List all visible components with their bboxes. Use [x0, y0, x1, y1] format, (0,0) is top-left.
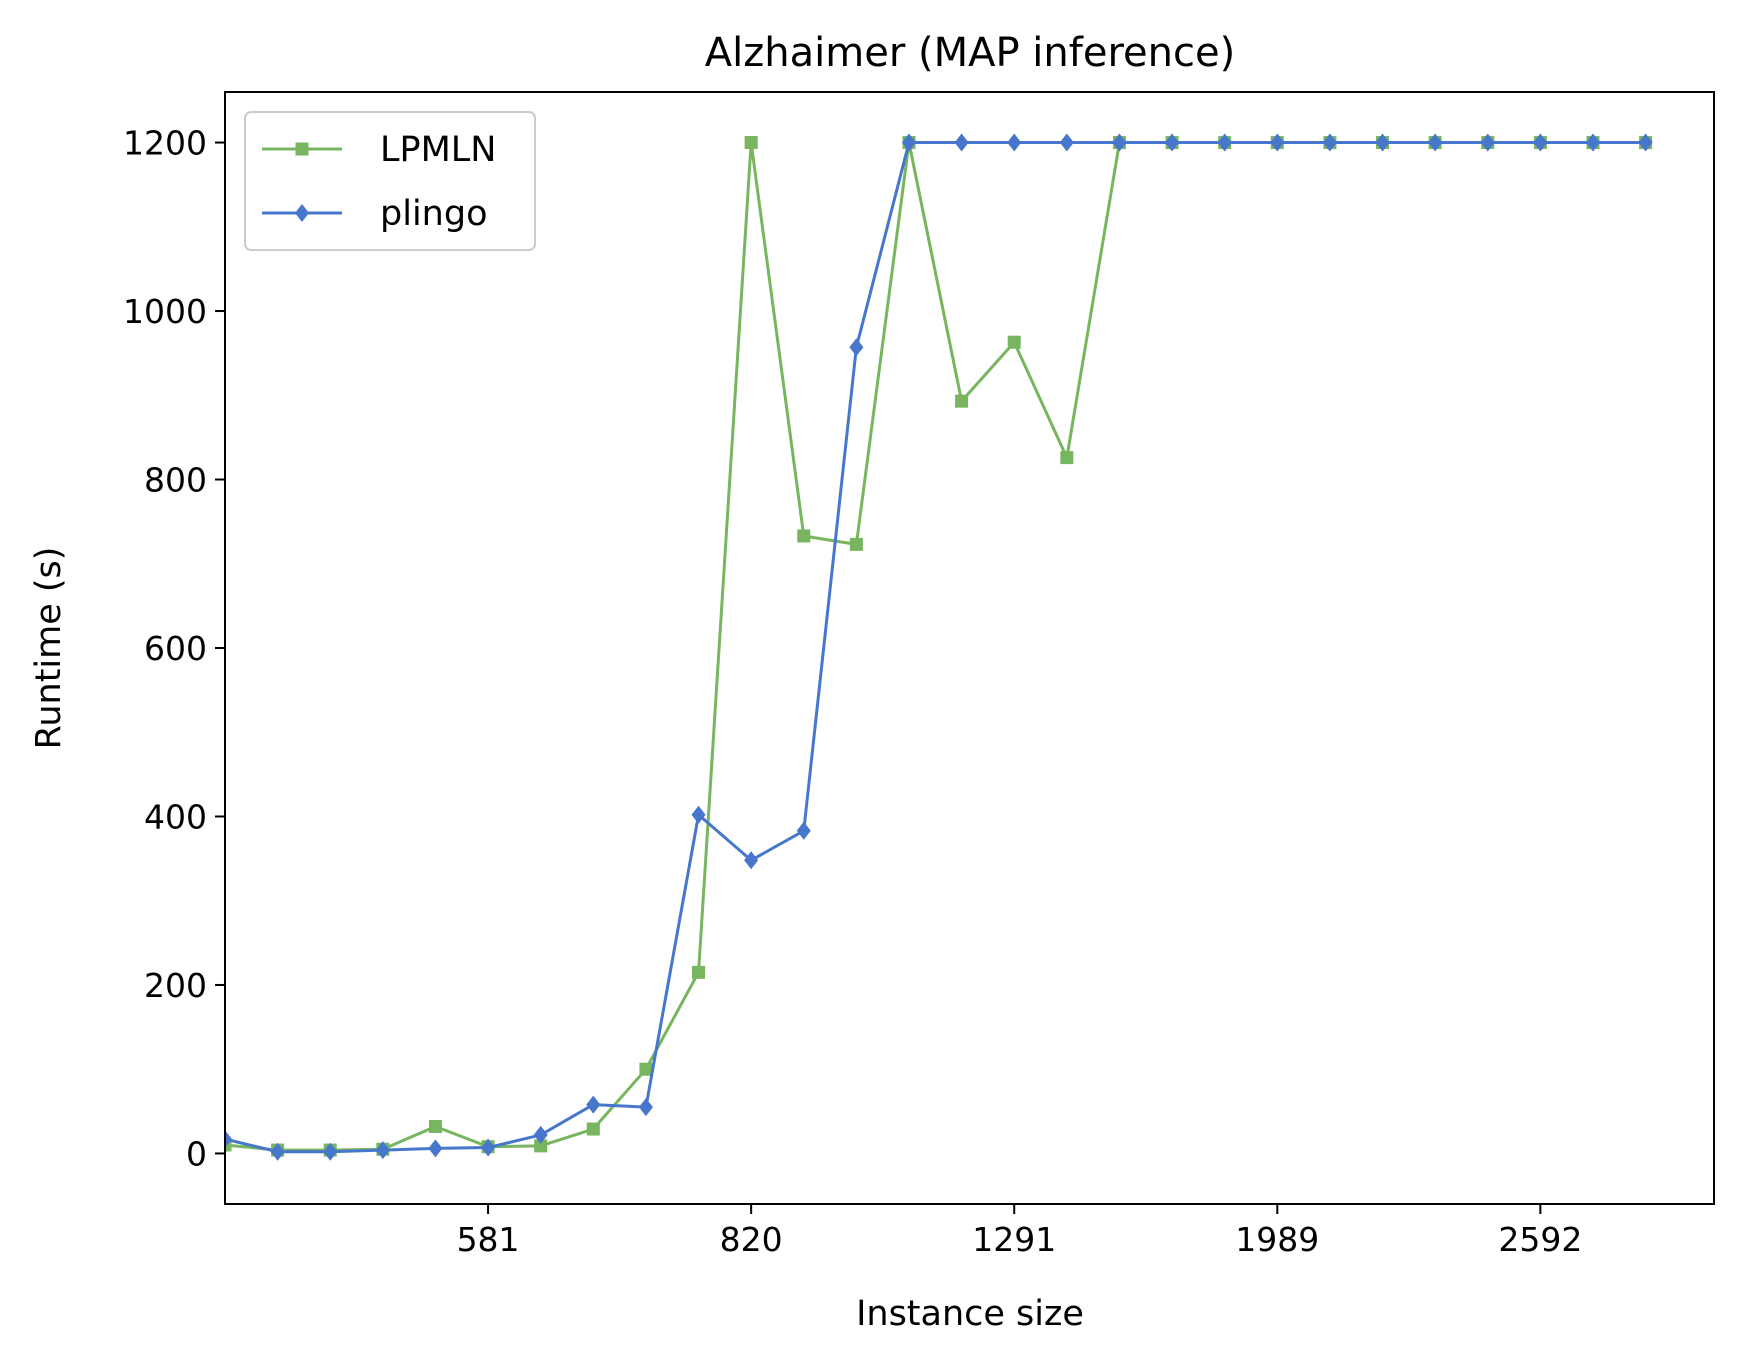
data-point: [1007, 335, 1021, 349]
data-point: [586, 1122, 600, 1136]
data-point: [225, 1130, 233, 1149]
y-tick-label: 1200: [123, 124, 207, 163]
data-point: [744, 136, 758, 150]
data-point: [1112, 133, 1127, 152]
data-point: [1375, 133, 1390, 152]
chart-title: Alzhaimer (MAP inference): [705, 30, 1235, 76]
data-point: [323, 1142, 338, 1161]
series-line: [225, 141, 1646, 1154]
data-point: [639, 1062, 653, 1076]
data-point: [1638, 133, 1653, 152]
data-point: [744, 851, 759, 870]
x-tick-label: 581: [457, 1220, 520, 1259]
legend-label: plingo: [380, 194, 487, 234]
x-axis: 581 820 1291 1989 2592: [457, 1204, 1582, 1259]
y-tick-label: 400: [144, 797, 207, 836]
y-axis-label: Runtime (s): [29, 547, 69, 750]
y-tick-label: 200: [144, 966, 207, 1005]
data-point: [1322, 133, 1337, 152]
data-point: [481, 1138, 496, 1157]
data-point: [638, 1098, 653, 1117]
data-point: [1270, 133, 1285, 152]
data-point: [1217, 133, 1232, 152]
y-tick-label: 800: [144, 461, 207, 500]
data-point: [849, 338, 864, 357]
data-point: [534, 1139, 548, 1153]
x-tick-label: 2592: [1498, 1220, 1582, 1259]
data-point: [1060, 451, 1074, 465]
data-point: [1533, 133, 1548, 152]
data-point: [691, 805, 706, 824]
y-tick-label: 1000: [123, 292, 207, 331]
data-point: [1428, 133, 1443, 152]
data-point: [586, 1095, 601, 1114]
y-tick-label: 600: [144, 629, 207, 668]
legend-box: [244, 111, 536, 251]
data-point: [225, 1138, 232, 1152]
x-tick-label: 820: [720, 1220, 783, 1259]
data-point: [270, 1142, 285, 1161]
y-tick-label: 0: [186, 1134, 207, 1173]
data-point: [797, 529, 811, 543]
data-point: [1007, 133, 1022, 152]
data-point: [849, 537, 863, 551]
legend-label: LPMLN: [380, 130, 496, 170]
data-point: [1165, 133, 1180, 152]
data-point: [901, 133, 917, 152]
y-axis: 0 200 400 600 800 1000 1200: [123, 124, 225, 1173]
data-point: [954, 133, 969, 152]
data-point: [428, 1119, 442, 1133]
data-point: [375, 1141, 390, 1160]
data-point: [1585, 133, 1601, 152]
data-point: [796, 821, 811, 840]
legend-marker: [295, 142, 309, 156]
x-tick-label: 1989: [1235, 1220, 1319, 1259]
series-plingo: [225, 133, 1653, 1161]
data-point: [428, 1139, 443, 1158]
x-tick-label: 1291: [972, 1220, 1056, 1259]
data-point: [1480, 133, 1495, 152]
legend: LPMLN plingo: [244, 111, 536, 251]
data-point: [692, 965, 706, 979]
data-point: [955, 394, 969, 408]
x-axis-label: Instance size: [856, 1294, 1084, 1334]
data-point: [533, 1125, 548, 1144]
data-point: [1059, 133, 1074, 152]
legend-marker: [294, 204, 310, 222]
plot-area: [225, 133, 1653, 1161]
